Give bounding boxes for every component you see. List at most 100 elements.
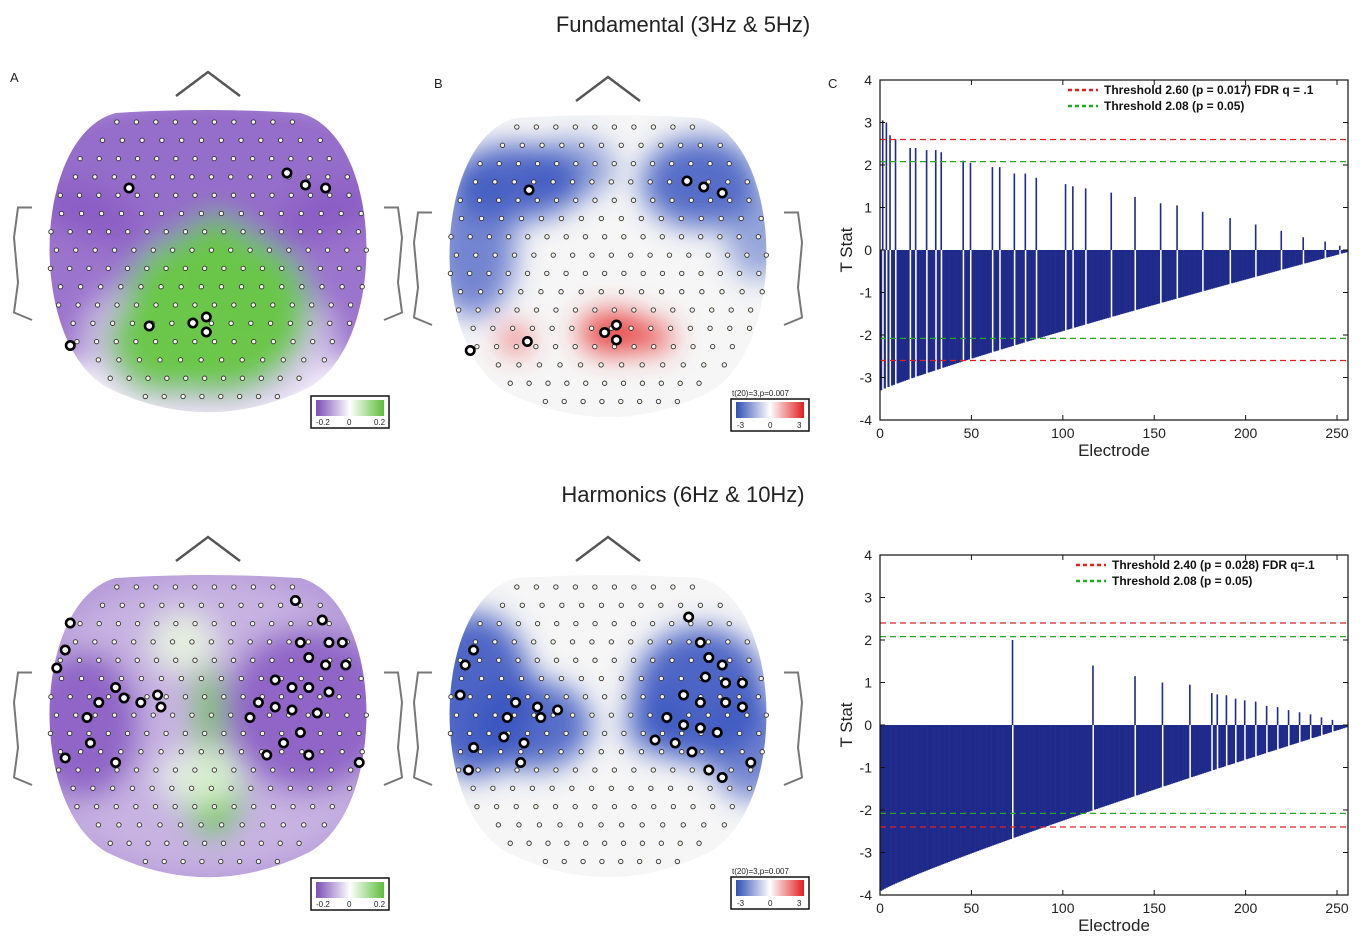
bar-negative [1326, 250, 1329, 258]
bar-gap [1073, 250, 1075, 329]
electrode [152, 803, 159, 810]
electrode [592, 657, 598, 663]
bar-gap [1281, 250, 1283, 270]
electrode [208, 712, 215, 718]
electrode [498, 675, 505, 682]
significant-electrode [64, 339, 76, 351]
significant-electrode [294, 637, 306, 649]
bar-negative [1174, 250, 1177, 299]
electrode [638, 142, 644, 148]
bar-negative [1249, 250, 1252, 279]
electrode [270, 302, 276, 308]
electrode [305, 712, 311, 718]
electrode [631, 124, 637, 130]
bar-positive [925, 150, 928, 250]
electrode [563, 234, 569, 240]
bar-positive [1254, 701, 1257, 725]
bar-negative [1296, 250, 1300, 266]
electrode [650, 657, 656, 663]
bar-negative [953, 250, 956, 365]
electrode [755, 234, 761, 240]
electrode [499, 602, 506, 608]
electrode [318, 210, 324, 217]
electrode [486, 694, 493, 700]
bar-positive [1072, 186, 1074, 250]
electrode [524, 270, 531, 277]
electrode [158, 749, 164, 755]
electrode [707, 160, 713, 167]
bar-negative [1121, 250, 1124, 314]
bar-negative [1084, 725, 1087, 813]
electrode [618, 142, 624, 148]
significant-electrode [716, 187, 728, 199]
electrode [139, 137, 145, 143]
electrode [111, 174, 117, 180]
significant-electrode [353, 757, 365, 769]
electrode [73, 712, 79, 718]
bar-positive [1110, 192, 1113, 250]
bar-negative [1262, 250, 1265, 275]
bar-negative [1168, 725, 1172, 785]
electrode [674, 398, 681, 405]
electrode [192, 767, 198, 773]
bar-negative [1099, 725, 1102, 808]
bar-positive [1243, 700, 1246, 725]
electrode [592, 620, 598, 627]
electrode [717, 270, 723, 277]
significant-electrode [678, 689, 690, 701]
electrode [572, 124, 579, 130]
bar-negative [914, 725, 917, 875]
electrode [669, 197, 675, 203]
bar-negative [1104, 725, 1108, 806]
bar-negative [907, 725, 910, 878]
electrode [208, 785, 215, 791]
electrode [301, 822, 307, 828]
bar-negative [1055, 250, 1058, 333]
electrode [707, 785, 713, 791]
significant-electrode [200, 326, 212, 338]
nose-marker [175, 535, 241, 562]
bar-negative [936, 725, 939, 867]
bar-negative [1209, 250, 1212, 290]
bar-gap [1000, 250, 1002, 350]
bar-negative [1320, 250, 1323, 259]
bar-negative [1346, 250, 1349, 253]
electrode [92, 247, 98, 253]
electrode [553, 307, 559, 313]
electrode [759, 749, 765, 755]
bar-gap [1321, 725, 1323, 736]
bar-negative [1066, 250, 1069, 330]
electrode [628, 252, 634, 258]
electrode [211, 620, 217, 627]
electrode [655, 398, 662, 405]
electrode [736, 270, 743, 277]
bar-negative [986, 250, 989, 354]
electrode [658, 215, 664, 222]
electrode [534, 620, 541, 627]
electrode [279, 284, 285, 290]
electrode [519, 602, 525, 608]
bar-negative [1035, 725, 1038, 830]
bar-negative [1280, 725, 1283, 749]
bar-negative [1050, 725, 1053, 825]
electrode [563, 270, 569, 277]
electrode [169, 174, 176, 180]
electrode [144, 229, 150, 235]
nose-marker [575, 75, 641, 102]
activation-region [449, 182, 516, 318]
electrode [534, 657, 540, 663]
bar-negative [942, 725, 945, 865]
electrode [496, 197, 502, 203]
electrode [674, 858, 681, 865]
electrode [678, 234, 685, 240]
electrode [639, 380, 646, 386]
electrode [92, 639, 98, 645]
bar-negative [1167, 725, 1170, 786]
electrode [533, 767, 540, 773]
bar-gap [895, 250, 897, 385]
bar-negative [1061, 250, 1064, 332]
x-axis-label: Electrode [1078, 441, 1150, 460]
activation-region [708, 695, 767, 800]
electrode [266, 247, 273, 253]
